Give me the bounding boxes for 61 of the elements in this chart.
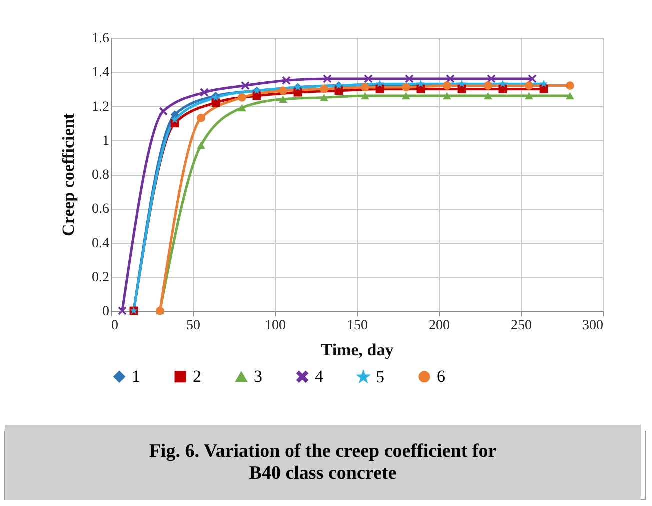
point bbox=[118, 306, 127, 316]
point bbox=[197, 142, 206, 150]
y-tick-label: 1.2 bbox=[92, 100, 110, 115]
y-tick-label: 0.4 bbox=[92, 236, 110, 252]
x-tick-label: 300 bbox=[582, 318, 604, 334]
text: Fig. 6. Variation of the creep coefficient for B40 class concrete bbox=[5, 425, 641, 500]
point bbox=[402, 83, 410, 92]
point bbox=[446, 74, 455, 84]
point bbox=[197, 114, 206, 122]
point bbox=[323, 74, 332, 84]
point bbox=[525, 92, 534, 100]
point bbox=[238, 94, 246, 102]
y-tick-label: 1.4 bbox=[92, 66, 110, 81]
legend-label: 1 bbox=[132, 366, 140, 386]
x-tick-label: 250 bbox=[511, 318, 532, 334]
point bbox=[540, 80, 548, 88]
point bbox=[484, 92, 492, 100]
point bbox=[416, 80, 425, 88]
x-tick-label: 150 bbox=[347, 318, 368, 334]
point bbox=[320, 85, 328, 94]
point bbox=[376, 80, 384, 88]
point bbox=[566, 92, 574, 100]
point bbox=[498, 80, 507, 88]
point bbox=[241, 82, 250, 90]
point bbox=[279, 96, 288, 104]
point bbox=[279, 86, 288, 96]
y-axis-title: Creep coefficient bbox=[59, 113, 78, 236]
point bbox=[282, 76, 291, 85]
point bbox=[170, 116, 179, 124]
x-axis-title: Time, day bbox=[321, 340, 394, 360]
y-tick-label: 0.6 bbox=[92, 202, 110, 218]
point bbox=[525, 82, 534, 90]
point bbox=[320, 94, 328, 102]
legend-label: 3 bbox=[254, 367, 262, 386]
legend-label: 5 bbox=[376, 367, 384, 386]
point bbox=[200, 88, 209, 97]
point bbox=[402, 92, 410, 100]
x-tick-label: 50 bbox=[186, 318, 200, 334]
y-tick-label: 0.8 bbox=[92, 168, 110, 183]
point bbox=[487, 74, 496, 84]
point bbox=[238, 104, 246, 112]
legend-label: 2 bbox=[193, 366, 202, 386]
legend-label: 4 bbox=[315, 366, 324, 386]
point bbox=[361, 92, 370, 100]
point bbox=[566, 82, 574, 90]
point bbox=[443, 82, 452, 90]
point bbox=[458, 80, 466, 88]
y-tick-label: 1.6 bbox=[92, 32, 110, 46]
point bbox=[528, 74, 537, 84]
point bbox=[364, 74, 373, 84]
point bbox=[484, 82, 492, 90]
point bbox=[405, 74, 414, 84]
legend-label: 6 bbox=[437, 366, 446, 386]
point bbox=[159, 107, 168, 116]
y-tick-label: 0.2 bbox=[92, 270, 110, 286]
x-tick-label: 200 bbox=[429, 318, 450, 334]
point bbox=[361, 83, 370, 92]
x-tick-label: 100 bbox=[265, 318, 286, 334]
y-tick-label: 1 bbox=[102, 134, 110, 149]
point bbox=[443, 92, 452, 100]
y-tick-label: 0 bbox=[102, 304, 110, 320]
